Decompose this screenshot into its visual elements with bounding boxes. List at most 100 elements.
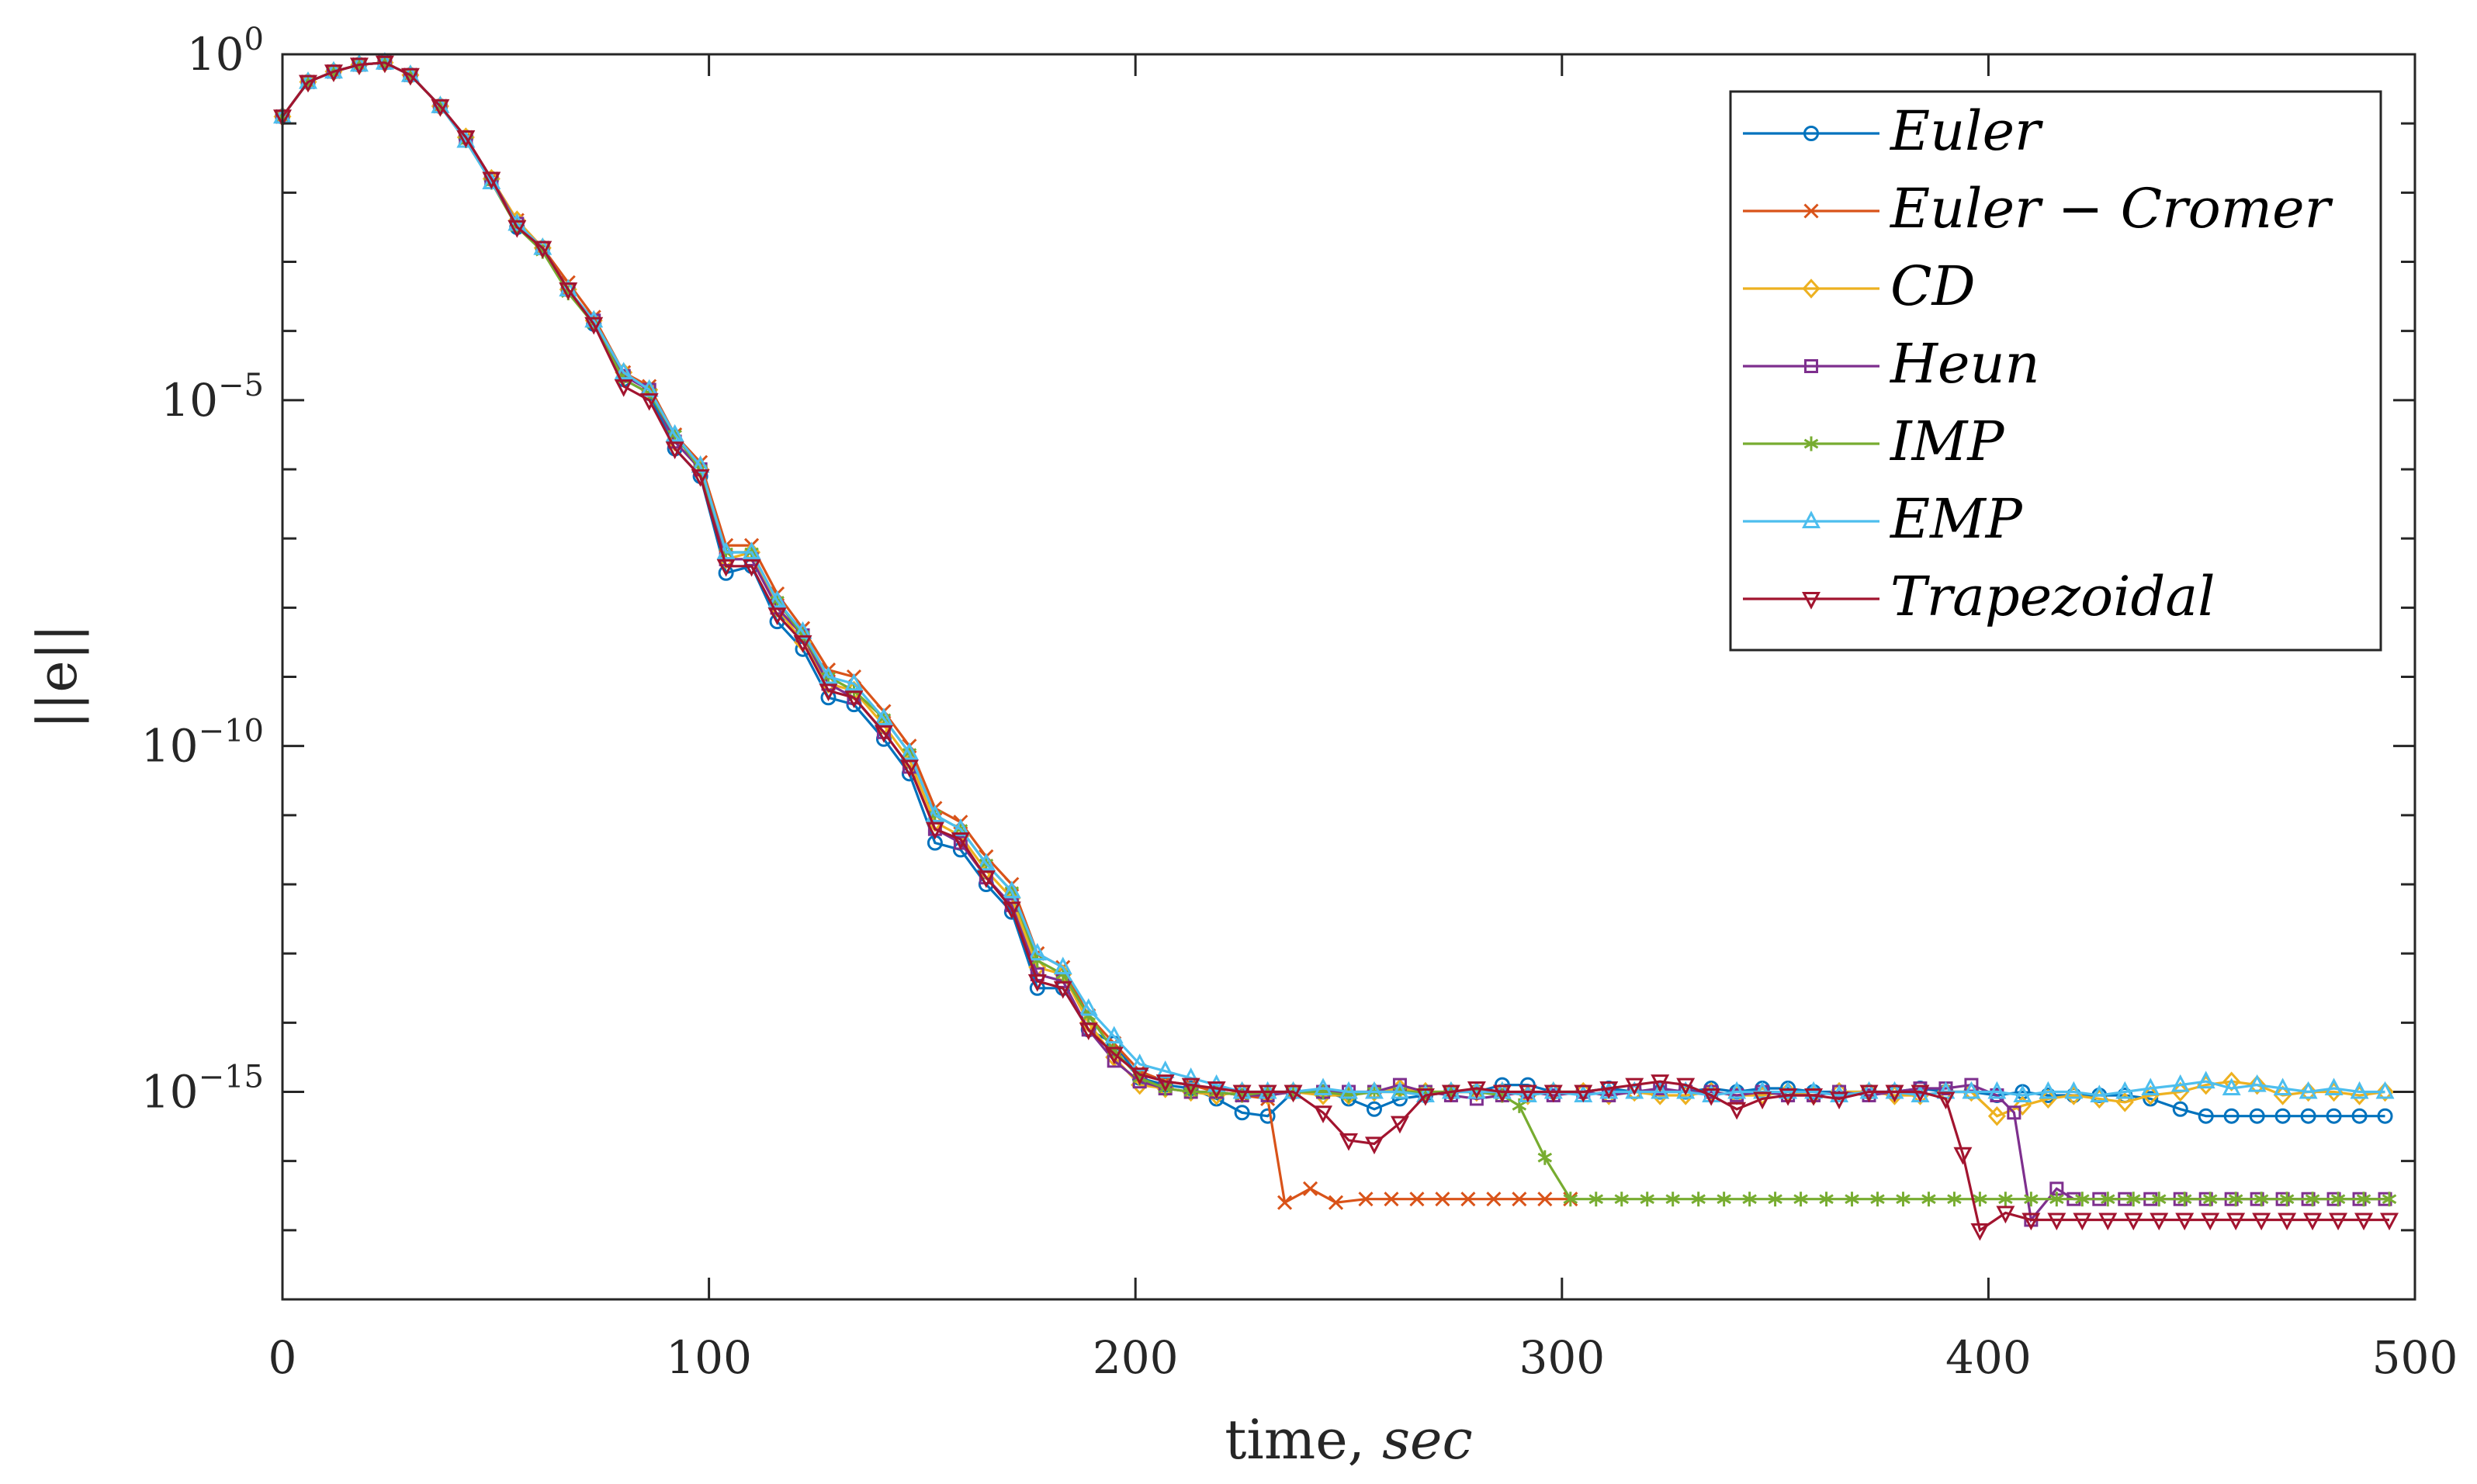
y-tick-labels: 100 10−5 10−10 10−15 — [141, 22, 264, 1119]
data-point — [1512, 1192, 1527, 1207]
point-marker — [1830, 1084, 1849, 1102]
point-marker — [1651, 1074, 1670, 1092]
data-point — [2299, 1081, 2318, 1099]
point-marker — [1277, 1195, 1293, 1210]
point-marker — [1104, 1026, 1124, 1044]
data-point — [1563, 1192, 1578, 1207]
point-marker — [2303, 1212, 2323, 1231]
point-marker — [1727, 1102, 1747, 1120]
data-point — [1302, 1181, 1318, 1196]
point-marker — [2351, 1108, 2368, 1124]
data-point — [1155, 1060, 1175, 1078]
data-point — [1518, 1084, 1537, 1103]
point-marker — [2330, 1192, 2346, 1207]
y-tick-label: 100 — [187, 22, 264, 81]
point-marker — [951, 832, 970, 850]
data-point — [1390, 1116, 1409, 1134]
point-marker — [2299, 1081, 2318, 1102]
point-marker — [2299, 1081, 2318, 1099]
data-point — [2380, 1212, 2399, 1231]
point-marker — [819, 666, 838, 684]
point-marker — [1537, 1150, 1553, 1165]
data-point — [742, 541, 761, 559]
data-point — [793, 621, 812, 639]
data-point — [2175, 1212, 2195, 1231]
legend-label-heun: Heun — [1889, 332, 2040, 396]
data-point — [2222, 1071, 2241, 1091]
data-point — [1691, 1192, 1706, 1207]
data-point — [2115, 1092, 2134, 1112]
data-point — [1830, 1091, 1849, 1110]
y-tick-exponent: −15 — [199, 1060, 264, 1095]
data-point — [614, 379, 633, 397]
data-point — [1002, 901, 1021, 919]
data-point — [2141, 1085, 2160, 1105]
point-marker — [639, 379, 659, 397]
data-point — [1625, 1081, 1644, 1099]
point-marker — [1467, 1081, 1486, 1099]
point-marker — [1625, 1081, 1644, 1099]
data-point — [2196, 1071, 2215, 1089]
point-marker — [1717, 1192, 1731, 1207]
point-marker — [1625, 1078, 1644, 1096]
point-marker — [1207, 1074, 1226, 1092]
data-point — [2382, 1192, 2397, 1207]
legend-sample — [1743, 126, 1879, 141]
legend-label-imp: IMP — [1889, 410, 2005, 473]
y-tick-base: 10 — [187, 28, 244, 81]
point-marker — [1441, 1084, 1460, 1103]
data-point — [1921, 1192, 1936, 1207]
data-point — [1727, 1081, 1747, 1099]
data-point — [1819, 1192, 1834, 1207]
point-marker — [1885, 1084, 1904, 1103]
data-point — [1079, 998, 1098, 1016]
point-marker — [1027, 943, 1047, 961]
point-marker — [2382, 1192, 2397, 1207]
point-marker — [2249, 1108, 2265, 1124]
data-point — [976, 870, 996, 888]
point-marker — [431, 99, 450, 117]
point-marker — [2326, 1108, 2342, 1124]
data-point — [1702, 1088, 1721, 1106]
data-point — [2073, 1212, 2092, 1231]
data-point — [1625, 1078, 1644, 1096]
point-marker — [2047, 1212, 2066, 1231]
data-point — [691, 455, 710, 473]
data-point — [1364, 1081, 1384, 1099]
data-point — [1232, 1084, 1252, 1103]
data-point — [2228, 1192, 2243, 1207]
data-point — [2024, 1192, 2039, 1207]
legend-label-cd: CD — [1890, 254, 1976, 318]
y-tick-base: 10 — [141, 1066, 199, 1119]
data-point — [665, 424, 684, 442]
point-marker — [2064, 1081, 2084, 1099]
point-marker — [2177, 1192, 2192, 1207]
point-marker — [2350, 1081, 2369, 1099]
point-marker — [844, 690, 864, 708]
point-marker — [2141, 1085, 2160, 1105]
point-marker — [2196, 1071, 2215, 1089]
data-point — [2351, 1108, 2368, 1124]
point-marker — [1234, 1105, 1250, 1121]
point-marker — [793, 621, 812, 639]
point-marker — [951, 818, 970, 836]
point-marker — [2228, 1192, 2243, 1207]
data-point — [1339, 1133, 1358, 1151]
point-marker — [1802, 278, 1821, 299]
data-point — [899, 742, 919, 760]
point-marker — [508, 220, 527, 238]
legend-label-trapezoidal: Trapezoidal — [1890, 565, 2215, 628]
point-marker — [2274, 1085, 2292, 1105]
point-marker — [1366, 1101, 1382, 1117]
data-point — [2249, 1108, 2265, 1124]
data-point — [767, 607, 787, 625]
point-marker — [1390, 1081, 1409, 1099]
data-point — [1130, 1067, 1149, 1085]
point-marker — [1364, 1136, 1384, 1155]
data-point — [925, 804, 944, 822]
point-marker — [925, 822, 944, 840]
point-marker — [1302, 1181, 1318, 1196]
data-point — [1793, 1192, 1808, 1207]
point-marker — [1870, 1192, 1885, 1207]
